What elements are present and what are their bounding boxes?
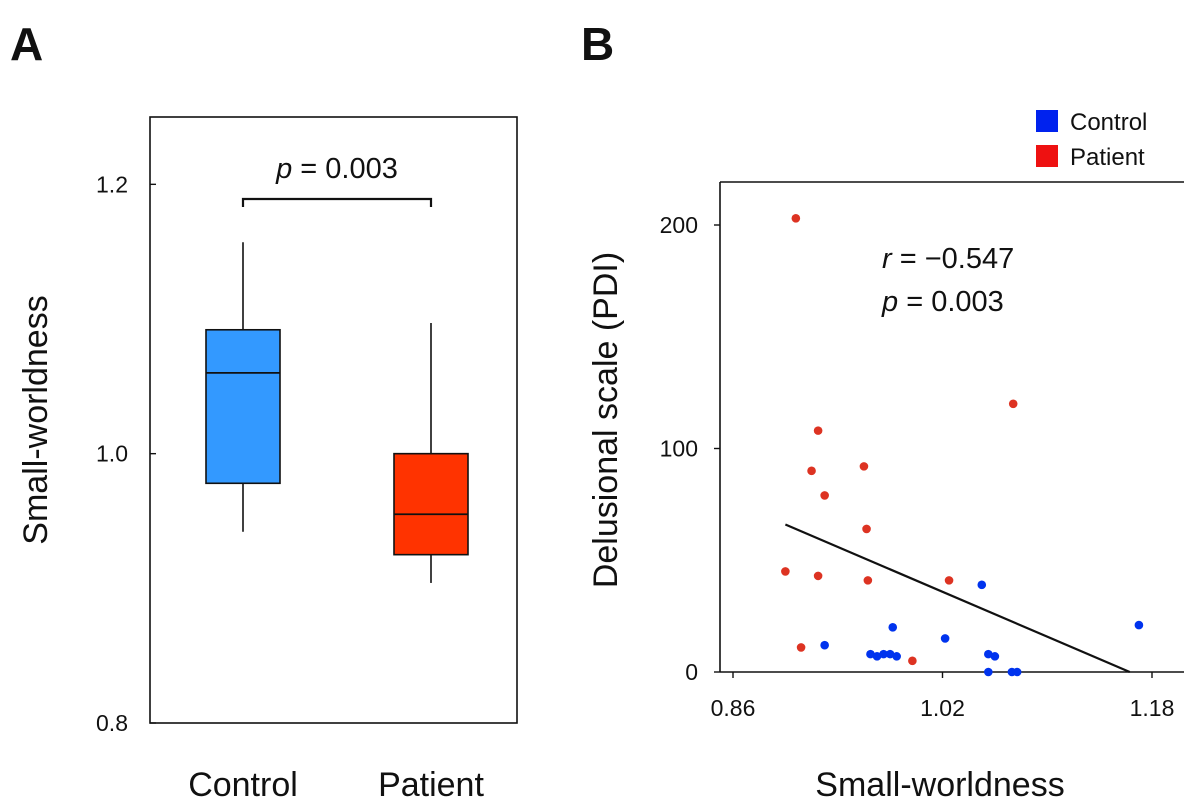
significance-bracket (241, 197, 433, 207)
scatter-points (781, 213, 1144, 677)
data-point-patient (813, 571, 823, 581)
data-point-control (1012, 667, 1022, 677)
data-point-patient (820, 491, 829, 500)
data-point-control (940, 634, 950, 643)
legend-swatch-patient (1036, 145, 1058, 167)
box-plot-y-tick-label: 1.2 (96, 171, 128, 197)
correlation-p: p = 0.003 (881, 286, 1004, 318)
data-point-patient (862, 524, 871, 534)
series-patient (781, 213, 1018, 666)
data-point-patient (944, 576, 954, 585)
box-patient (393, 323, 469, 583)
legend-label-patient: Patient (1070, 144, 1145, 171)
data-point-control (990, 652, 1000, 661)
legend-label-control: Control (1070, 109, 1147, 136)
scatter-y-tick-label: 200 (660, 212, 698, 238)
scatter-y-axis-title: Delusional scale (PDI) (587, 252, 625, 588)
r-symbol: r (882, 243, 893, 275)
data-point-patient (807, 466, 816, 476)
category-label-patient: Patient (378, 766, 484, 804)
regression-line (784, 523, 1131, 674)
data-point-patient (859, 462, 869, 471)
data-point-control (866, 649, 875, 659)
data-point-control (820, 640, 829, 650)
data-point-patient (1008, 399, 1018, 409)
data-point-control (984, 667, 993, 677)
box-control (205, 242, 281, 532)
legend: Control Patient (1036, 109, 1147, 171)
scatter-y-ticks: 0 100 200 (660, 212, 720, 685)
p-value-text: = 0.003 (898, 286, 1004, 318)
correlation-r: r = −0.547 (882, 243, 1014, 275)
panel-b-letter: B (581, 18, 614, 70)
legend-swatch-control (1036, 110, 1058, 132)
data-point-control (977, 580, 987, 590)
scatter-x-tick-label: 1.18 (1130, 695, 1175, 721)
box-iqr (205, 328, 281, 485)
p-value-text: = 0.003 (292, 153, 398, 185)
data-point-patient (863, 576, 873, 585)
scatter-y-tick-label: 100 (660, 436, 698, 462)
scatter-x-tick-label: 1.02 (920, 695, 965, 721)
data-point-control (888, 623, 898, 632)
box-plot-p-value: p = 0.003 (275, 153, 398, 185)
data-point-patient (781, 567, 790, 576)
box-plot-y-tick-label: 1.0 (96, 441, 128, 467)
panel-b: B 0 100 200 0.86 1.02 1.18 Delusional scale … (581, 18, 1184, 804)
data-point-control (1134, 620, 1144, 630)
scatter-y-tick-label: 0 (685, 659, 698, 685)
box-plot-boxes (205, 242, 469, 583)
scatter-x-ticks: 0.86 1.02 1.18 (711, 672, 1175, 721)
scatter-x-axis-title: Small-worldness (815, 766, 1064, 804)
box-plot-y-ticks: 0.8 1.0 1.2 (96, 171, 156, 736)
panel-a-letter: A (10, 18, 43, 70)
data-point-patient (796, 643, 806, 652)
scatter-x-tick-label: 0.86 (711, 695, 756, 721)
data-point-control (892, 652, 901, 661)
data-point-patient (791, 213, 801, 223)
box-iqr (393, 452, 469, 556)
category-label-control: Control (188, 766, 298, 804)
data-point-control (879, 649, 888, 659)
data-point-patient (908, 656, 917, 666)
series-control (820, 580, 1144, 677)
p-symbol: p (881, 286, 898, 318)
data-point-patient (813, 426, 823, 435)
box-plot-y-tick-label: 0.8 (96, 710, 128, 736)
box-plot-frame (149, 116, 518, 724)
data-point-control (872, 652, 882, 661)
panel-a: A 0.8 1.0 1.2 Small-worldness p = 0.003 Co… (10, 18, 518, 804)
data-point-control (984, 649, 993, 659)
data-point-control (885, 649, 895, 659)
box-plot-y-axis-title: Small-worldness (17, 295, 55, 544)
p-symbol: p (275, 153, 292, 185)
r-value-text: = −0.547 (892, 243, 1015, 275)
